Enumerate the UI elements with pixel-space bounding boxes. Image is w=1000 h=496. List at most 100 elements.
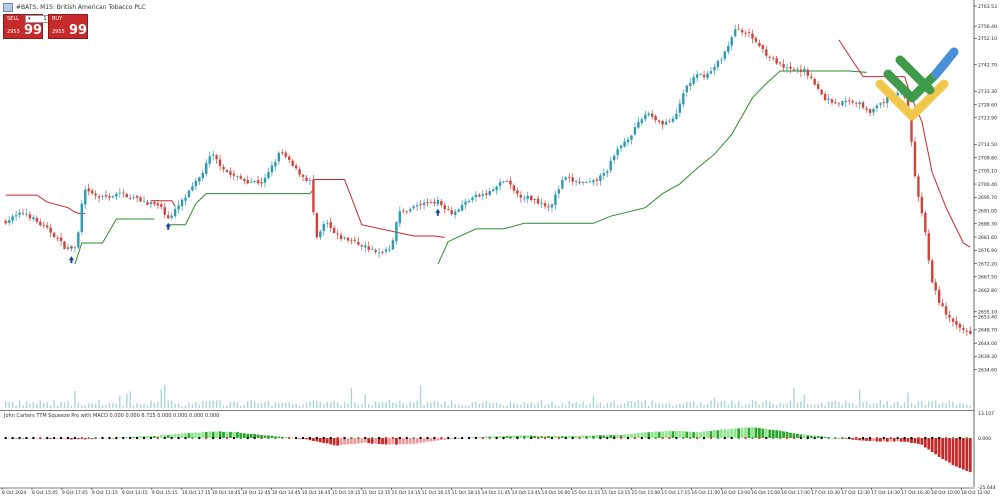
histogram-bar: [125, 436, 129, 439]
volume-bar: [755, 401, 757, 408]
candle-body: [339, 234, 343, 239]
candle-body: [118, 192, 122, 194]
volume-bar: [872, 403, 875, 408]
histogram-bar: [312, 438, 315, 441]
histogram-bar: [920, 438, 924, 445]
histogram-bar: [961, 438, 965, 470]
volume-bar: [226, 405, 228, 408]
candle-body: [844, 100, 848, 103]
volume-bar: [60, 401, 62, 408]
candle-body: [951, 318, 955, 322]
histogram-bar: [132, 437, 136, 439]
volume-bar: [582, 401, 584, 408]
histogram-bar: [958, 438, 962, 468]
volume-bar: [343, 402, 346, 408]
candle-body: [509, 180, 512, 185]
candle-body: [205, 162, 208, 174]
histogram-bar: [325, 438, 329, 444]
chevron-down-icon[interactable]: ▾: [28, 16, 31, 22]
candle-body: [578, 181, 581, 184]
candle-body: [336, 233, 339, 235]
volume-bar: [150, 400, 152, 408]
candle-body: [713, 66, 716, 71]
candle-body: [104, 195, 108, 197]
candle-body: [160, 204, 163, 207]
time-tick-label: 11 Oct 10:15: [332, 490, 361, 496]
histogram-bar: [865, 438, 868, 441]
histogram-bar: [699, 432, 702, 439]
lot-size-value: 1: [43, 16, 47, 22]
volume-bar: [146, 404, 149, 408]
trailing-stop-line-short: [313, 179, 445, 238]
squeeze-dot: [668, 436, 671, 440]
squeeze-dot: [39, 436, 42, 440]
price-tick-label: 2700.40: [978, 182, 997, 188]
volume-bar: [468, 405, 470, 408]
candle-body: [882, 102, 886, 103]
candle-body: [135, 195, 139, 198]
volume-bar: [869, 404, 871, 408]
squeeze-dot: [191, 436, 194, 440]
volume-bar: [554, 405, 557, 408]
volume-bar: [229, 401, 232, 408]
squeeze-dot: [557, 436, 561, 440]
volume-bar: [323, 404, 325, 408]
histogram-bar: [623, 434, 626, 439]
price-tick-label: 2639.30: [978, 354, 997, 360]
buy-button[interactable]: BUY 2955 99: [48, 14, 88, 39]
histogram-bar: [360, 438, 364, 443]
candle-body: [405, 211, 408, 213]
squeeze-dot: [128, 436, 132, 440]
squeeze-dot: [329, 436, 332, 440]
volume-bar: [848, 403, 850, 408]
squeeze-dot: [260, 436, 263, 440]
price-tick-label: 2763.53: [978, 4, 997, 10]
candle-body: [194, 180, 198, 187]
candle-body: [837, 103, 841, 105]
candle-body: [561, 180, 564, 189]
squeeze-dot: [689, 436, 692, 440]
candle-body: [474, 194, 478, 198]
volume-bar: [105, 404, 107, 408]
histogram-bar: [336, 438, 339, 446]
squeeze-dot: [785, 436, 789, 440]
histogram-bar: [194, 432, 198, 439]
candle-body: [751, 33, 754, 39]
candle-body: [18, 212, 21, 215]
histogram-bar: [415, 438, 419, 444]
histogram-bar: [806, 435, 810, 439]
one-click-trading-panel: SELL 2953 99 ▾ 1 ▴ BUY 2955 99: [3, 14, 88, 39]
volume-bar: [959, 402, 961, 408]
histogram-bar: [723, 429, 727, 439]
candle-body: [540, 202, 543, 204]
candle-body: [910, 115, 913, 142]
volume-bar: [575, 401, 577, 408]
squeeze-dot: [606, 436, 609, 440]
candle-body: [917, 176, 920, 197]
volume-bar: [800, 401, 802, 408]
volume-bar: [599, 402, 602, 408]
volume-bar: [928, 401, 930, 408]
time-tick-label: 17 Oct 16:30: [901, 490, 930, 496]
volume-bar: [551, 401, 553, 408]
histogram-bar: [688, 431, 692, 439]
volume-bar: [530, 402, 532, 408]
candle-body: [170, 215, 173, 218]
candle-body: [187, 190, 191, 198]
time-tick-label: 17 Oct 10:30: [811, 490, 840, 496]
histogram-bar: [471, 437, 474, 439]
histogram-bar: [789, 432, 792, 439]
histogram-bar: [298, 438, 301, 439]
candle-body: [481, 194, 485, 196]
indicator-tick-label: 13.107: [978, 411, 994, 417]
volume-bar: [703, 405, 705, 408]
candle-body: [651, 113, 654, 117]
squeeze-dot: [426, 436, 429, 440]
volume-bar: [354, 402, 356, 408]
squeeze-dot: [834, 436, 837, 440]
time-tick-label: 15 Oct 15:00: [631, 490, 660, 496]
volume-bar: [789, 400, 792, 408]
histogram-bar: [450, 438, 454, 439]
volume-bar: [444, 401, 446, 408]
